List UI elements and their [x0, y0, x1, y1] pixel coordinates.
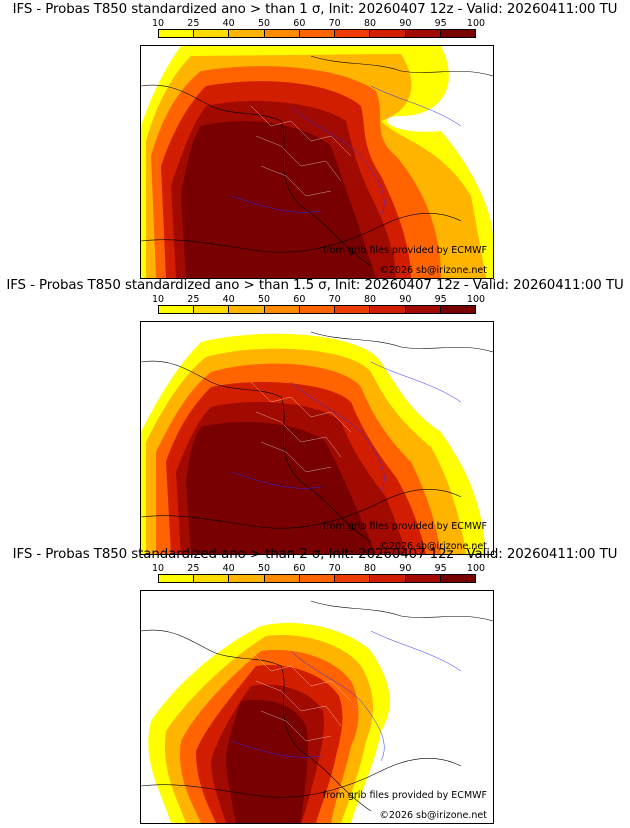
colorbar-tick-label: 90 [399, 563, 412, 574]
colorbar-swatch [229, 575, 265, 582]
credit-copyright: ©2026 sb@irizone.net [379, 810, 487, 821]
colorbar-swatch [335, 575, 371, 582]
colorbar-swatch [405, 575, 441, 582]
colorbar-tick-label: 95 [434, 563, 447, 574]
colorbar-tick-labels: 10 25 40 50 60 70 80 90 95 100 [152, 18, 485, 29]
borders [230, 85, 462, 217]
colorbar-tick-label: 40 [222, 18, 235, 29]
map-panel-3: IFS - Probas T850 standardized ano > tha… [0, 545, 630, 824]
colorbar-tick-label: 40 [222, 563, 235, 574]
colorbar-swatch [194, 575, 230, 582]
colorbar-tick-label: 50 [257, 18, 271, 29]
colorbar-tick-label: 25 [187, 18, 200, 29]
probability-map: from grib files provided by ECMWF ©2026 … [140, 45, 494, 279]
colorbar-tick-label: 90 [399, 18, 412, 29]
colorbar-tick-label: 90 [399, 294, 412, 305]
colorbar-tick-label: 80 [363, 294, 377, 305]
panel-title: IFS - Probas T850 standardized ano > tha… [12, 2, 618, 17]
colorbar-swatch [264, 306, 300, 313]
admin-borders [250, 105, 352, 197]
colorbar-tick-label: 60 [293, 294, 306, 305]
colorbar-tick-label: 100 [466, 563, 486, 574]
colorbar-tick-label: 50 [257, 563, 271, 574]
colorbar-swatch [440, 30, 475, 37]
colorbar-swatches [158, 305, 476, 314]
coastlines [141, 55, 493, 267]
colorbar-swatch [370, 306, 406, 313]
colorbar-tick-label: 25 [187, 294, 200, 305]
colorbar-swatch [440, 306, 475, 313]
credit-source: from grib files provided by ECMWF [322, 790, 487, 801]
map-panel-2: IFS - Probas T850 standardized ano > tha… [0, 276, 630, 555]
colorbar-swatch [229, 306, 265, 313]
colorbar-tick-label: 60 [293, 563, 306, 574]
map-svg [141, 46, 493, 278]
colorbar-swatch [229, 30, 265, 37]
colorbar-swatch [299, 575, 336, 582]
panel-title: IFS - Probas T850 standardized ano > tha… [6, 278, 624, 293]
colorbar-swatch [370, 30, 406, 37]
colorbar: 10 25 40 50 60 70 80 90 95 100 [152, 294, 485, 314]
colorbar-tick-label: 100 [466, 18, 486, 29]
colorbar: 10 25 40 50 60 70 80 90 95 100 [152, 563, 485, 583]
colorbar-swatch [264, 30, 300, 37]
coastlines [141, 600, 493, 812]
colorbar-swatches [158, 574, 476, 583]
credit-copyright: ©2026 sb@irizone.net [379, 541, 487, 552]
borders [230, 630, 462, 762]
colorbar-swatch [264, 575, 300, 582]
colorbar-tick-label: 40 [222, 294, 235, 305]
coastlines [141, 331, 493, 543]
colorbar-swatch [405, 30, 441, 37]
admin-borders [250, 381, 352, 473]
colorbar-tick-label: 80 [363, 18, 377, 29]
credit-source: from grib files provided by ECMWF [322, 245, 487, 256]
map-panel-1: IFS - Probas T850 standardized ano > tha… [0, 0, 630, 279]
colorbar-swatches [158, 29, 476, 38]
credit-copyright: ©2026 sb@irizone.net [379, 265, 487, 276]
colorbar-swatch [440, 575, 475, 582]
colorbar-swatch [335, 306, 371, 313]
colorbar-swatch [159, 575, 195, 582]
colorbar-tick-label: 60 [293, 18, 306, 29]
colorbar-tick-label: 95 [434, 294, 447, 305]
colorbar-tick-label: 70 [328, 18, 341, 29]
colorbar-swatch [159, 306, 195, 313]
colorbar: 10 25 40 50 60 70 80 90 95 100 [152, 18, 485, 38]
colorbar-swatch [370, 575, 406, 582]
probability-shading [148, 622, 390, 823]
probability-map: from grib files provided by ECMWF ©2026 … [140, 590, 494, 824]
probability-shading [141, 46, 493, 278]
colorbar-tick-label: 10 [151, 294, 165, 305]
colorbar-swatch [405, 306, 441, 313]
map-svg [141, 331, 493, 554]
colorbar-tick-labels: 10 25 40 50 60 70 80 90 95 100 [152, 563, 485, 574]
admin-borders [250, 650, 352, 742]
panel-title: IFS - Probas T850 standardized ano > tha… [12, 547, 618, 562]
colorbar-swatch [159, 30, 195, 37]
colorbar-swatch [299, 306, 336, 313]
colorbar-swatch [299, 30, 336, 37]
probability-shading [141, 333, 486, 554]
colorbar-tick-label: 70 [328, 294, 341, 305]
colorbar-tick-label: 100 [466, 294, 486, 305]
colorbar-tick-label: 70 [328, 563, 341, 574]
colorbar-tick-labels: 10 25 40 50 60 70 80 90 95 100 [152, 294, 485, 305]
colorbar-swatch [335, 30, 371, 37]
borders [230, 361, 462, 493]
colorbar-tick-label: 10 [151, 563, 165, 574]
map-svg [141, 600, 493, 823]
probability-map: from grib files provided by ECMWF ©2026 … [140, 321, 494, 555]
colorbar-tick-label: 50 [257, 294, 271, 305]
colorbar-swatch [194, 306, 230, 313]
credit-source: from grib files provided by ECMWF [322, 521, 487, 532]
colorbar-tick-label: 95 [434, 18, 447, 29]
colorbar-tick-label: 80 [363, 563, 377, 574]
colorbar-tick-label: 10 [151, 18, 165, 29]
colorbar-swatch [194, 30, 230, 37]
colorbar-tick-label: 25 [187, 563, 200, 574]
